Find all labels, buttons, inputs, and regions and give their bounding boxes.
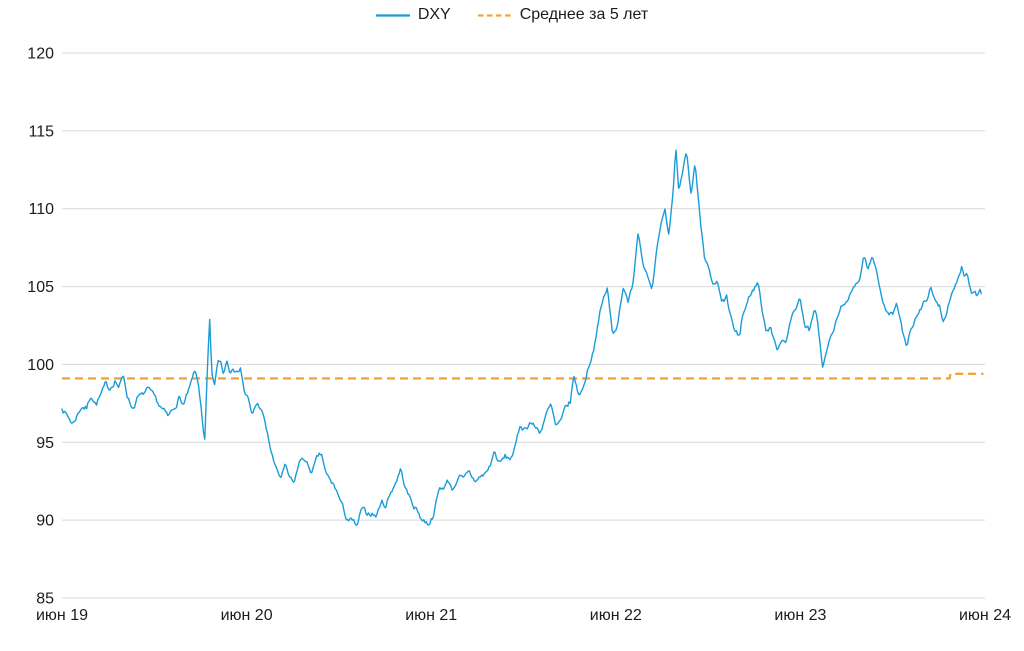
- x-tick-label: июн 22: [590, 607, 642, 624]
- y-tick-label: 85: [36, 591, 54, 608]
- y-tick-label: 105: [27, 279, 54, 296]
- dxy-line-swatch-icon: [375, 13, 410, 17]
- y-tick-label: 95: [36, 435, 54, 452]
- legend-item-average: Среднее за 5 лет: [477, 6, 649, 23]
- legend-item-dxy: DXY: [375, 6, 451, 23]
- y-tick-label: 120: [27, 46, 54, 63]
- dxy-line: [61, 149, 982, 526]
- y-tick-label: 90: [36, 513, 54, 530]
- x-tick-label: июн 20: [221, 607, 273, 624]
- x-tick-label: июн 19: [36, 607, 88, 624]
- average-line-swatch-icon: [477, 13, 512, 17]
- y-tick-label: 110: [28, 201, 54, 218]
- legend-label-dxy: DXY: [417, 6, 451, 23]
- y-tick-label: 100: [27, 357, 54, 374]
- x-tick-label: июн 24: [959, 607, 1011, 624]
- legend-label-average: Среднее за 5 лет: [519, 6, 649, 23]
- y-tick-label: 115: [28, 123, 54, 140]
- x-tick-label: июн 21: [405, 607, 457, 624]
- x-tick-label: июн 23: [774, 607, 826, 624]
- average-line: [62, 372, 984, 380]
- chart-legend: DXY Среднее за 5 лет: [0, 7, 1024, 23]
